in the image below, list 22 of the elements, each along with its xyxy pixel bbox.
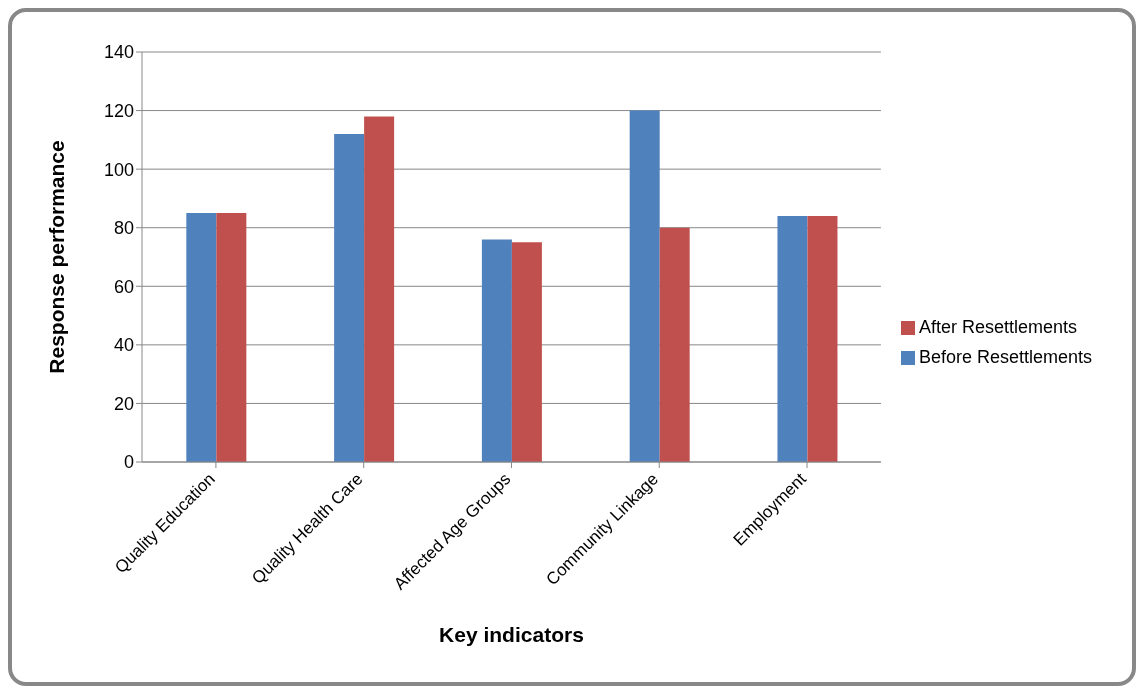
y-tick-label: 60 xyxy=(113,276,134,297)
x-axis-title: Key indicators xyxy=(439,623,584,646)
y-tick-label: 40 xyxy=(113,335,134,356)
bar xyxy=(216,213,247,462)
bar xyxy=(186,213,217,462)
bar xyxy=(511,242,542,462)
legend-label: After Resettlements xyxy=(918,317,1077,337)
bar xyxy=(629,110,660,462)
bar xyxy=(659,227,690,462)
y-tick-label: 100 xyxy=(103,159,134,180)
bar xyxy=(364,116,395,462)
y-tick-label: 80 xyxy=(113,218,134,239)
y-axis-title: Response performance xyxy=(45,140,69,374)
bar xyxy=(334,134,365,462)
bar xyxy=(777,216,808,462)
y-tick-label: 0 xyxy=(123,452,134,473)
y-tick-label: 140 xyxy=(103,42,134,63)
legend-label: Before Resettlements xyxy=(918,347,1092,367)
bar xyxy=(481,239,512,462)
y-tick-label: 20 xyxy=(113,393,134,414)
bar xyxy=(807,216,838,462)
y-tick-label: 120 xyxy=(103,100,134,121)
